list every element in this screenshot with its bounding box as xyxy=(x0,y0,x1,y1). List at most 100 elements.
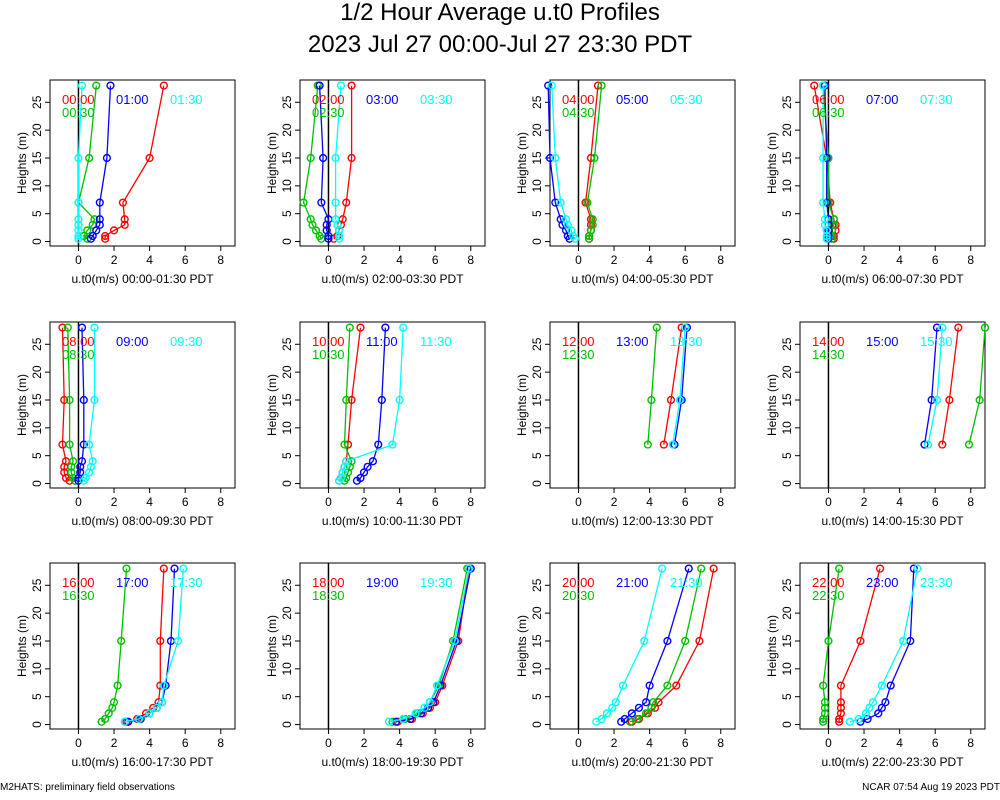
x-axis-label: u.t0(m/s) 16:00-17:30 PDT xyxy=(71,755,214,769)
data-point xyxy=(640,636,649,646)
data-point xyxy=(856,636,865,646)
x-tick-label: 8 xyxy=(967,495,974,509)
x-tick-label: 6 xyxy=(682,253,689,267)
data-point xyxy=(342,473,351,483)
plot-frame xyxy=(49,562,236,730)
data-point xyxy=(634,703,644,712)
data-point xyxy=(886,681,895,690)
data-point xyxy=(120,717,129,726)
data-point xyxy=(432,681,442,690)
y-tick-label: 10 xyxy=(530,662,544,676)
legend-label: 19:00 xyxy=(366,575,399,590)
data-point xyxy=(464,564,474,573)
series-0100 xyxy=(86,81,115,243)
data-point xyxy=(932,323,942,332)
y-axis-label: Heights (m) xyxy=(765,615,779,677)
data-point xyxy=(945,395,954,405)
data-point xyxy=(420,703,429,712)
data-point xyxy=(585,231,594,241)
y-tick-label: 0 xyxy=(30,480,44,487)
data-point xyxy=(829,220,838,229)
data-point xyxy=(663,681,672,690)
data-point xyxy=(74,476,83,485)
legend-label: 07:00 xyxy=(866,92,899,107)
series-line xyxy=(927,327,943,445)
x-tick-label: 6 xyxy=(932,253,939,267)
data-point xyxy=(672,681,681,690)
data-point xyxy=(590,153,599,163)
data-point xyxy=(322,226,331,235)
data-point xyxy=(810,81,819,90)
legend-label: 21:00 xyxy=(616,575,649,590)
y-tick-label: 10 xyxy=(780,421,794,435)
chart-subtitle: 2023 Jul 27 00:00-Jul 27 23:30 PDT xyxy=(307,31,693,58)
series-1100 xyxy=(352,323,390,485)
legend-label: 04:30 xyxy=(562,105,595,120)
x-tick-label: 2 xyxy=(861,736,868,750)
x-tick-label: 4 xyxy=(646,253,653,267)
data-point xyxy=(63,323,72,332)
x-tick-label: 0 xyxy=(575,253,582,267)
data-point xyxy=(569,231,578,241)
y-tick-label: 20 xyxy=(30,365,44,379)
x-tick-label: 6 xyxy=(182,736,189,750)
legend-label: 01:00 xyxy=(116,92,149,107)
data-point xyxy=(173,636,183,646)
data-point xyxy=(583,198,592,207)
x-tick-label: 6 xyxy=(432,736,439,750)
y-tick-label: 25 xyxy=(530,95,544,109)
legend-label: 07:30 xyxy=(920,92,953,107)
data-point xyxy=(315,81,324,90)
x-tick-label: 6 xyxy=(432,253,439,267)
x-tick-label: 4 xyxy=(896,253,903,267)
x-tick-label: 0 xyxy=(825,736,832,750)
data-point xyxy=(67,462,76,471)
data-point xyxy=(324,231,333,241)
y-tick-label: 0 xyxy=(780,238,794,245)
data-point xyxy=(819,714,828,724)
data-point xyxy=(342,457,351,466)
data-point xyxy=(618,681,628,690)
y-tick-label: 5 xyxy=(280,210,294,217)
plot-frame xyxy=(549,562,736,730)
data-point xyxy=(331,198,340,207)
y-axis-label: Heights (m) xyxy=(265,132,279,194)
data-point xyxy=(338,468,347,477)
data-point xyxy=(558,220,567,229)
y-tick-label: 10 xyxy=(780,179,794,193)
data-point xyxy=(597,714,606,724)
data-point xyxy=(399,714,408,724)
data-point xyxy=(122,564,131,573)
y-tick-label: 10 xyxy=(280,662,294,676)
data-point xyxy=(159,81,168,90)
y-tick-label: 5 xyxy=(530,210,544,217)
data-point xyxy=(824,636,833,646)
data-point xyxy=(681,636,690,646)
x-tick-label: 2 xyxy=(861,253,868,267)
y-tick-label: 20 xyxy=(280,123,294,137)
data-point xyxy=(74,226,83,235)
data-point xyxy=(368,457,378,466)
x-tick-label: 6 xyxy=(432,495,439,509)
y-tick-label: 5 xyxy=(30,693,44,700)
data-point xyxy=(74,215,83,224)
y-axis-label: Heights (m) xyxy=(265,374,279,436)
legend-label: 13:00 xyxy=(616,334,649,349)
data-point xyxy=(90,323,99,332)
y-tick-label: 5 xyxy=(280,452,294,459)
data-point xyxy=(836,709,846,718)
series-0900 xyxy=(74,323,88,485)
data-point xyxy=(92,226,101,235)
x-tick-label: 8 xyxy=(717,253,724,267)
x-axis-label: u.t0(m/s) 12:00-13:30 PDT xyxy=(571,514,714,528)
data-point xyxy=(938,440,947,449)
data-point xyxy=(356,473,365,483)
y-tick-label: 25 xyxy=(30,578,44,592)
y-tick-label: 10 xyxy=(30,662,44,676)
y-tick-label: 20 xyxy=(530,606,544,620)
data-point xyxy=(104,709,113,718)
x-tick-label: 2 xyxy=(611,736,618,750)
legend-label: 23:30 xyxy=(920,575,953,590)
data-point xyxy=(675,395,684,405)
data-point xyxy=(92,81,101,90)
